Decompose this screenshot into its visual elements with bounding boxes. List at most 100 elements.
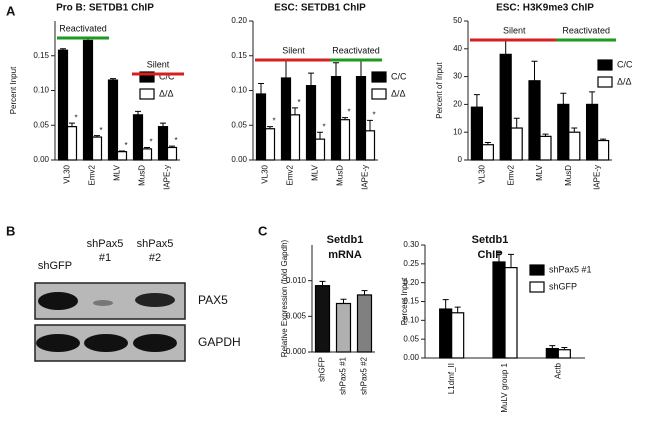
error-bar (110, 78, 116, 81)
y-tick-label: 0.05 (403, 334, 419, 343)
significance-marker: * (124, 141, 127, 150)
panel-label: A (6, 3, 16, 18)
bar (255, 93, 267, 161)
x-tick-label: IAPE-y (163, 165, 172, 190)
error-bar (454, 306, 461, 313)
legend-label: C/C (391, 71, 407, 81)
error-bar (367, 119, 373, 131)
bar (132, 114, 144, 161)
y-axis-label: Percent Input (400, 277, 409, 325)
bar (557, 103, 570, 161)
bar (364, 130, 376, 161)
legend-swatch (371, 88, 387, 100)
legend-label: Δ/Δ (159, 88, 174, 98)
error-bar (361, 290, 368, 295)
bar (166, 146, 178, 161)
error-bar (292, 107, 298, 115)
x-tick-label: Emv2 (88, 164, 97, 185)
x-tick-label: MusD (564, 165, 573, 186)
bar (57, 49, 69, 161)
legend-label: Δ/Δ (617, 76, 632, 86)
error-bar (258, 83, 264, 94)
error-bar (549, 345, 556, 349)
y-tick-label: 0.005 (286, 311, 307, 320)
x-tick-label: Emv2 (506, 164, 515, 185)
band-label: GAPDH (198, 335, 241, 349)
y-tick-label: 50 (453, 16, 462, 25)
error-bar (442, 299, 449, 310)
legend-swatch (597, 76, 613, 88)
bar (568, 131, 581, 161)
annotation-label: Reactivated (562, 25, 610, 35)
error-bar (496, 252, 502, 262)
bar (339, 119, 351, 161)
y-tick-label: 0 (458, 155, 463, 164)
legend-swatch (371, 71, 387, 83)
error-bar (119, 150, 125, 152)
y-tick-label: 0.000 (286, 347, 307, 356)
band-label: PAX5 (198, 293, 228, 307)
band (133, 334, 177, 352)
error-bar (473, 94, 480, 108)
bar (355, 75, 367, 161)
legend-swatch (529, 264, 545, 276)
y-axis-label: Percent of Input (435, 61, 444, 118)
error-bar (508, 253, 514, 268)
significance-marker: * (372, 110, 375, 119)
significance-marker: * (174, 136, 177, 145)
bar (141, 148, 153, 161)
x-tick-label: IAPE-y (361, 165, 370, 190)
lane-label: shPax5 (87, 238, 124, 250)
error-bar (342, 117, 348, 120)
annotation-label: Silent (503, 25, 526, 35)
bar (330, 75, 342, 161)
band (84, 334, 128, 352)
significance-marker: * (74, 113, 77, 122)
chart-title: ESC: H3K9me3 ChIP (496, 3, 594, 14)
x-tick-label: IAPE-y (593, 165, 602, 190)
error-bar (513, 117, 520, 129)
y-tick-label: 0.010 (286, 276, 307, 285)
bar (439, 308, 453, 359)
error-bar (600, 138, 607, 141)
bar (492, 261, 506, 359)
y-tick-label: 0.20 (231, 16, 247, 25)
bar (289, 114, 301, 161)
bar (157, 126, 169, 161)
legend-label: C/C (617, 59, 633, 69)
x-tick-label: Emv2 (286, 164, 295, 185)
legend-swatch (529, 281, 545, 293)
bar (545, 347, 559, 359)
significance-marker: * (272, 117, 275, 126)
error-bar (283, 60, 289, 78)
lane-label: shPax5 (137, 238, 174, 250)
error-bar (144, 146, 150, 149)
bar (91, 136, 103, 161)
chart-title: Setdb1 (472, 234, 509, 246)
bar (314, 138, 326, 161)
y-tick-label: 0.05 (33, 120, 49, 129)
y-tick-label: 0.20 (403, 278, 419, 287)
bar (585, 103, 599, 161)
x-tick-label: L1dmf_II (447, 363, 456, 394)
y-axis-label: Percent Input (9, 66, 18, 114)
chart-title: Pro B: SETDB1 ChIP (56, 3, 154, 14)
error-bar (308, 72, 314, 86)
annotation-label: Silent (147, 59, 170, 69)
bar (82, 39, 94, 161)
y-tick-label: 0.05 (231, 120, 247, 129)
error-bar (267, 126, 273, 129)
bar (305, 85, 317, 161)
y-tick-label: 30 (453, 72, 462, 81)
y-axis-label: Relative Expression (fold Gapdh) (280, 239, 289, 357)
error-bar (340, 298, 347, 304)
bar (356, 294, 373, 353)
x-tick-label: MLV (311, 164, 320, 181)
band (135, 293, 175, 307)
legend-swatch (597, 59, 613, 71)
y-tick-label: 10 (453, 127, 462, 136)
y-tick-label: 0.10 (33, 86, 49, 95)
x-tick-label: VL30 (478, 164, 487, 183)
x-tick-label: VL30 (63, 164, 72, 183)
